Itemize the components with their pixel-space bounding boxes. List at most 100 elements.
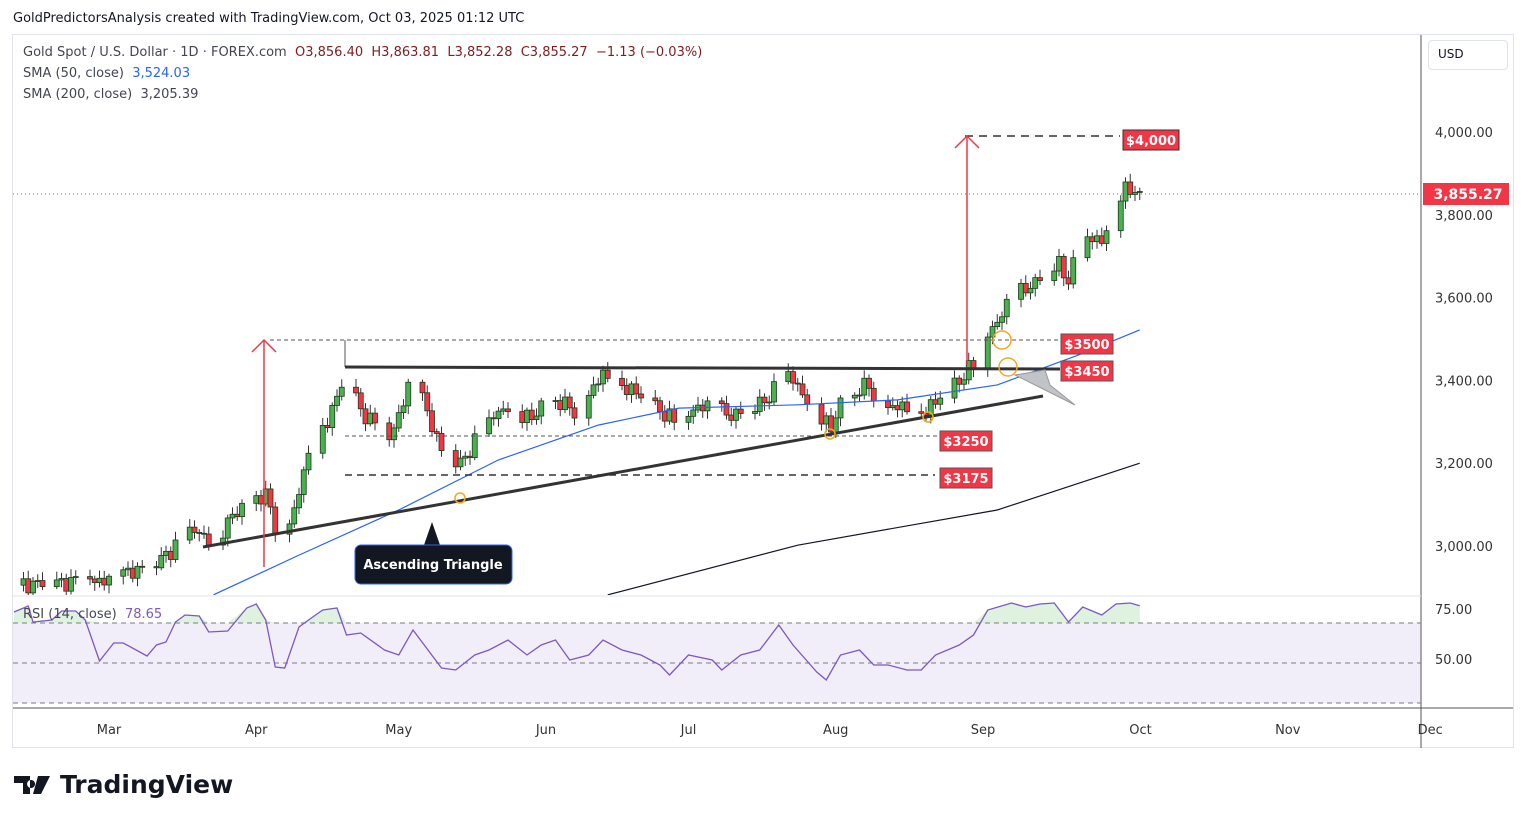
candle-body	[1089, 236, 1096, 243]
candle-body	[595, 383, 602, 386]
ohlc-open: O3,856.40	[295, 45, 364, 60]
candle-body	[201, 532, 207, 535]
candle	[34, 574, 41, 589]
candle-body	[433, 431, 440, 434]
candle-body	[63, 578, 70, 592]
candle-body	[158, 555, 165, 569]
candle-body	[267, 488, 274, 508]
candle	[1022, 275, 1029, 297]
candle	[357, 388, 364, 417]
candle	[1060, 253, 1067, 287]
candle-body	[1103, 230, 1110, 244]
candle	[196, 529, 203, 542]
candle	[799, 375, 806, 398]
sma200-label: SMA (200, close)	[23, 87, 133, 102]
candle	[756, 389, 763, 416]
candle-body	[129, 567, 136, 579]
candle	[851, 392, 858, 407]
candle-body	[419, 381, 426, 394]
candle	[1018, 278, 1024, 308]
candle	[856, 387, 863, 402]
candle	[1127, 173, 1134, 199]
rsi-legend[interactable]: RSI (14, close) 78.65	[23, 607, 162, 622]
pattern-callout[interactable]: Ascending Triangle	[354, 522, 513, 585]
candle	[1056, 248, 1062, 277]
candle	[870, 381, 877, 408]
candle-body	[718, 400, 725, 404]
candle-body	[519, 411, 526, 423]
candle-body	[1060, 256, 1067, 279]
candle-body	[904, 401, 910, 413]
candle	[1003, 294, 1010, 325]
candle	[87, 569, 93, 586]
candle	[490, 411, 497, 426]
candle-body	[471, 433, 478, 459]
candle	[72, 570, 79, 585]
candle-body	[386, 422, 393, 441]
time-tick-label: Nov	[1275, 723, 1301, 738]
candle	[666, 400, 673, 425]
candle	[785, 363, 792, 385]
candle	[68, 569, 74, 595]
candle-body	[1056, 256, 1062, 272]
candle-body	[790, 371, 796, 384]
candle	[106, 573, 112, 594]
time-tick-label: Sep	[971, 723, 996, 738]
label-3250[interactable]: $3250	[939, 430, 993, 452]
candle-body	[1018, 283, 1024, 300]
candle	[671, 404, 678, 431]
candle-body	[1070, 257, 1077, 285]
candle-body	[737, 408, 744, 414]
candle	[519, 404, 526, 429]
candle	[291, 499, 298, 528]
label-3500[interactable]: $3500	[1060, 333, 1114, 355]
candle-body	[353, 386, 359, 394]
symbol-legend[interactable]: Gold Spot / U.S. Dollar · 1D · FOREX.com…	[23, 45, 702, 60]
candle	[1070, 249, 1077, 289]
candle-body	[704, 400, 711, 412]
candle	[595, 377, 602, 392]
candle-body	[91, 578, 98, 584]
candle-body	[951, 377, 958, 399]
candle	[685, 410, 692, 430]
candle-body	[823, 415, 830, 425]
candle	[25, 570, 32, 595]
ohlc-high: H3,863.81	[371, 45, 440, 60]
candle	[970, 356, 977, 378]
candle	[1084, 228, 1091, 262]
sma50-legend[interactable]: SMA (50, close) 3,524.03	[23, 66, 190, 81]
candle	[652, 390, 659, 406]
candle-body	[528, 409, 535, 421]
candle	[937, 390, 944, 411]
currency-selector[interactable]: USD	[1428, 40, 1508, 70]
annotations[interactable]: $4,000 $3500 $3450 $3250 $3175 Ascending…	[202, 129, 1180, 585]
label-4000-text: $4,000	[1126, 134, 1176, 149]
candle	[766, 395, 773, 410]
candle-body	[851, 394, 858, 399]
candle	[571, 402, 578, 426]
candle	[367, 404, 374, 427]
candle-body	[500, 408, 507, 412]
candle-body	[20, 578, 27, 586]
candle	[524, 407, 530, 431]
candle-body	[134, 565, 141, 579]
price-tick-label: 3,800.00	[1435, 209, 1493, 224]
candle	[737, 401, 744, 419]
candle-body	[633, 383, 640, 395]
sma200-legend[interactable]: SMA (200, close) 3,205.39	[23, 87, 198, 102]
label-3175[interactable]: $3175	[939, 467, 993, 489]
price-tick-label: 3,000.00	[1435, 540, 1493, 555]
candle	[761, 393, 768, 411]
label-3450[interactable]: $3450	[1060, 360, 1114, 382]
candle	[752, 404, 758, 420]
candle-body	[467, 455, 473, 459]
candle-body	[756, 396, 763, 412]
candle-body	[1084, 236, 1091, 259]
candle-body	[505, 408, 511, 412]
label-4000[interactable]: $4,000	[1122, 129, 1180, 151]
candle-body	[866, 377, 872, 389]
candle	[1065, 270, 1072, 290]
candle-body	[96, 577, 103, 584]
chart-credit: GoldPredictorsAnalysis created with Trad…	[13, 11, 525, 26]
